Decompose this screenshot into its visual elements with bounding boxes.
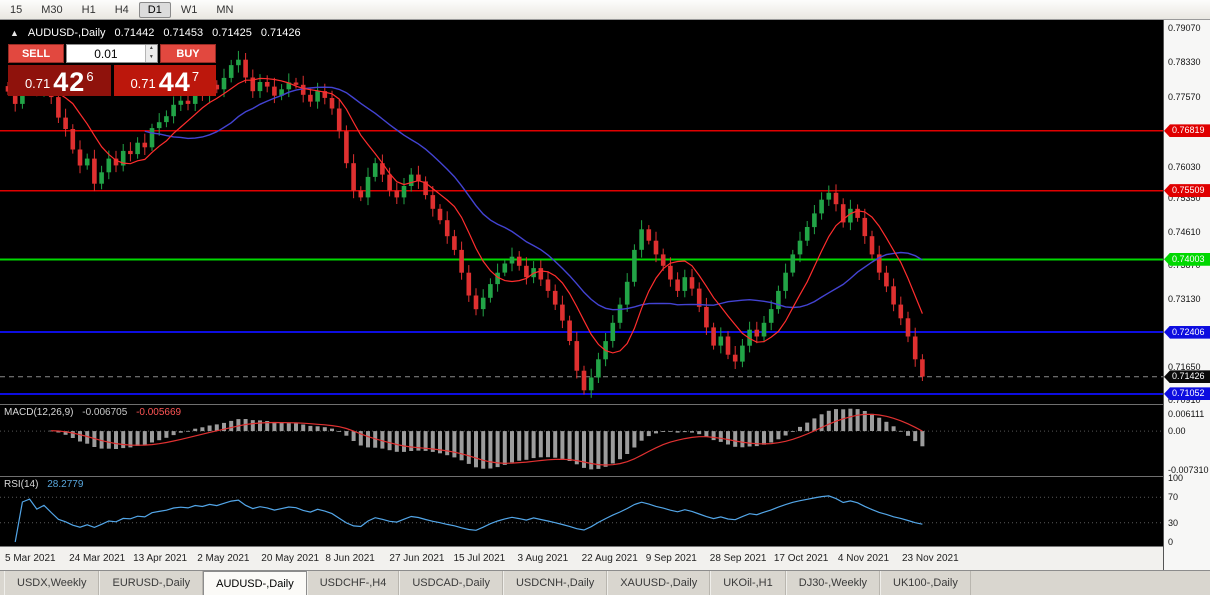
date-label: 9 Sep 2021 bbox=[645, 553, 697, 564]
rsi-panel[interactable] bbox=[0, 476, 1163, 546]
date-label: 23 Nov 2021 bbox=[901, 553, 959, 564]
timeframe-15[interactable]: 15 bbox=[10, 3, 23, 16]
price-label: 30 bbox=[1168, 517, 1179, 528]
lot-decrease-button[interactable]: ▼ bbox=[145, 53, 157, 62]
macd-signal-value: -0.005669 bbox=[136, 407, 182, 418]
sell-button[interactable]: SELL bbox=[8, 44, 64, 63]
sell-price-big: 42 bbox=[53, 67, 86, 97]
price-label: -0.007310 bbox=[1168, 465, 1209, 475]
date-label: 27 Jun 2021 bbox=[389, 553, 445, 564]
sell-price-prefix: 0.71 bbox=[24, 76, 51, 91]
timeframe-m30[interactable]: M30 bbox=[41, 3, 63, 16]
date-label: 13 Apr 2021 bbox=[133, 553, 188, 564]
timeframe-h1[interactable]: H1 bbox=[81, 3, 96, 16]
price-label: 0.74610 bbox=[1168, 226, 1201, 237]
chart-tabbar: USDX,Weekly EURUSD-,Daily AUDUSD-,Daily USD… bbox=[0, 570, 1210, 595]
price-label: 0.71650 bbox=[1168, 361, 1201, 372]
price-axis[interactable]: 0.79070 0.78330 0.77570 0.76030 0.75350 0.746… bbox=[1163, 20, 1210, 570]
date-label: 28 Sep 2021 bbox=[709, 553, 767, 564]
price-tag: 0.72406 bbox=[1164, 325, 1210, 339]
buy-price-display[interactable]: 0.71 44 7 bbox=[113, 65, 216, 97]
price-tag: 0.75509 bbox=[1164, 184, 1210, 198]
date-label: 3 Aug 2021 bbox=[517, 553, 569, 564]
tab-usdcnh-daily[interactable]: USDCNH-,Daily bbox=[502, 571, 608, 595]
price-label: 0.79070 bbox=[1168, 23, 1201, 34]
rsi-label-row: RSI(14) 28.2779 bbox=[4, 479, 83, 490]
price-tag: 0.74003 bbox=[1164, 252, 1210, 266]
price-label: 0.75350 bbox=[1168, 192, 1201, 203]
tab-dj30-weekly[interactable]: DJ30-,Weekly bbox=[785, 571, 881, 595]
price-label: 0.77570 bbox=[1168, 91, 1201, 102]
buy-price-prefix: 0.71 bbox=[130, 76, 156, 91]
date-label: 2 May 2021 bbox=[197, 553, 250, 564]
price-label: 70 bbox=[1168, 492, 1179, 503]
date-label: 17 Oct 2021 bbox=[773, 553, 829, 564]
tab-eurusd-daily[interactable]: EURUSD-,Daily bbox=[99, 571, 204, 595]
rsi-value: 28.2779 bbox=[47, 479, 84, 490]
date-label: 8 Jun 2021 bbox=[325, 553, 375, 564]
price-label: 100 bbox=[1168, 473, 1184, 483]
tab-usdchf-h4[interactable]: USDCHF-,H4 bbox=[306, 571, 400, 595]
ohlc-low: 0.71425 bbox=[212, 27, 252, 39]
symbol-icon: ▲ bbox=[10, 27, 19, 38]
price-tag: 0.76819 bbox=[1164, 124, 1210, 138]
sell-price-display[interactable]: 0.71 42 6 bbox=[8, 65, 111, 96]
macd-name: MACD(12,26,9) bbox=[4, 407, 74, 418]
timeframe-w1[interactable]: W1 bbox=[180, 3, 198, 16]
chart-title: ▲ AUDUSD-,Daily 0.71442 0.71453 0.71425 … bbox=[10, 27, 301, 39]
tab-usdcad-daily[interactable]: USDCAD-,Daily bbox=[399, 571, 503, 595]
price-label: 0.76030 bbox=[1168, 161, 1201, 172]
lot-spinner: ▲ ▼ bbox=[144, 45, 157, 62]
ohlc-open: 0.71442 bbox=[114, 27, 155, 39]
buy-button[interactable]: BUY bbox=[160, 44, 216, 63]
chart-symbol: AUDUSD-,Daily bbox=[27, 27, 106, 39]
buy-price-big: 44 bbox=[158, 67, 191, 97]
sell-price-pip: 6 bbox=[86, 69, 94, 84]
price-tag: 0.71052 bbox=[1164, 387, 1210, 401]
one-click-trade-panel: SELL ▲ ▼ BUY 0.71 42 6 0.71 44 7 bbox=[8, 44, 216, 96]
price-tag: 0.71426 bbox=[1164, 370, 1210, 384]
price-label: 0.78330 bbox=[1168, 56, 1201, 67]
lot-increase-button[interactable]: ▲ bbox=[145, 45, 157, 54]
ohlc-close: 0.71426 bbox=[260, 27, 301, 39]
lot-size-input[interactable] bbox=[67, 45, 145, 62]
date-label: 5 Mar 2021 bbox=[5, 553, 56, 564]
date-label: 22 Aug 2021 bbox=[581, 553, 638, 564]
timeframe-toolbar: 15 M30 H1 H4 D1 W1 MN bbox=[0, 0, 1210, 20]
tab-xauusd-daily[interactable]: XAUUSD-,Daily bbox=[607, 571, 711, 595]
macd-label-row: MACD(12,26,9) -0.006705 -0.005669 bbox=[4, 407, 181, 418]
macd-value: -0.006705 bbox=[82, 407, 128, 418]
tab-audusd-daily[interactable]: AUDUSD-,Daily bbox=[203, 571, 307, 595]
price-label: 0.00 bbox=[1168, 426, 1186, 437]
price-label: 0.73130 bbox=[1168, 294, 1201, 305]
price-label: 0.006111 bbox=[1168, 409, 1205, 419]
date-label: 24 Mar 2021 bbox=[69, 553, 126, 564]
tab-uk100-daily[interactable]: UK100-,Daily bbox=[880, 571, 971, 595]
timeframe-h4[interactable]: H4 bbox=[114, 3, 129, 16]
price-label: 0 bbox=[1168, 537, 1174, 547]
ohlc-high: 0.71453 bbox=[163, 27, 204, 39]
timeframe-mn[interactable]: MN bbox=[216, 3, 234, 16]
buy-price-pip: 7 bbox=[191, 69, 200, 84]
lot-size-box: ▲ ▼ bbox=[66, 44, 158, 63]
rsi-name: RSI(14) bbox=[4, 479, 39, 490]
timeframe-d1[interactable]: D1 bbox=[138, 1, 171, 18]
date-label: 15 Jul 2021 bbox=[453, 553, 506, 564]
time-axis[interactable]: 5 Mar 2021 24 Mar 2021 13 Apr 2021 2 May 20… bbox=[0, 546, 1163, 570]
date-label: 20 May 2021 bbox=[261, 553, 320, 564]
tab-usdx-weekly[interactable]: USDX,Weekly bbox=[4, 571, 100, 595]
tab-ukoil-h1[interactable]: UKOil-,H1 bbox=[710, 571, 786, 595]
macd-panel[interactable] bbox=[0, 404, 1163, 476]
date-label: 4 Nov 2021 bbox=[837, 553, 890, 564]
